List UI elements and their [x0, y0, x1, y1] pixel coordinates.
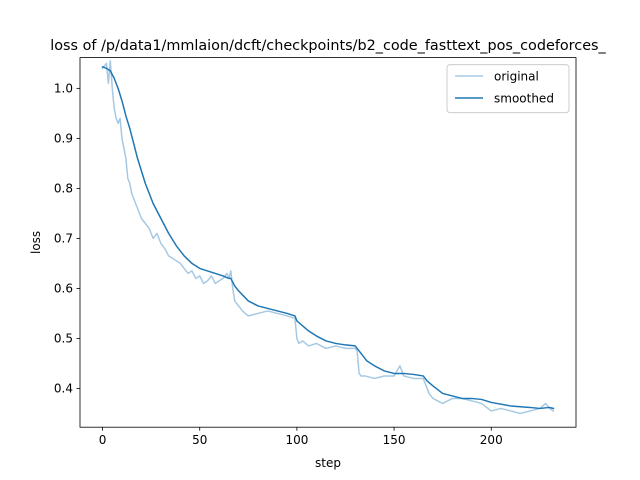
x-tick-label: 200 [480, 433, 503, 447]
x-tick-label: 0 [99, 433, 107, 447]
plot-area [80, 57, 576, 428]
x-tick-label: 150 [383, 433, 406, 447]
x-tick-label: 50 [192, 433, 207, 447]
chart-title: loss of /p/data1/mmlaion/dcft/checkpoint… [50, 38, 606, 54]
x-axis-ticks: 0 50 100 150 200 [99, 427, 503, 447]
y-tick-label: 0.4 [54, 382, 73, 396]
series-lines [101, 60, 555, 415]
y-tick-label: 0.9 [54, 132, 73, 146]
x-axis-label: step [315, 456, 341, 470]
y-axis-ticks: 0.4 0.5 0.6 0.7 0.8 0.9 1.0 [54, 82, 80, 396]
y-tick-label: 0.7 [54, 232, 73, 246]
legend-label-smoothed: smoothed [494, 92, 554, 106]
axes-frame [79, 57, 577, 428]
y-axis-label: loss [29, 231, 43, 254]
x-tick-label: 100 [285, 433, 308, 447]
series-line-original [101, 60, 555, 415]
series-line-smoothed [101, 65, 555, 410]
y-tick-label: 1.0 [54, 82, 73, 96]
y-tick-label: 0.8 [54, 182, 73, 196]
y-tick-label: 0.6 [54, 282, 73, 296]
legend-label-original: original [494, 70, 539, 84]
legend: original smoothed [446, 64, 570, 114]
y-tick-label: 0.5 [54, 332, 73, 346]
